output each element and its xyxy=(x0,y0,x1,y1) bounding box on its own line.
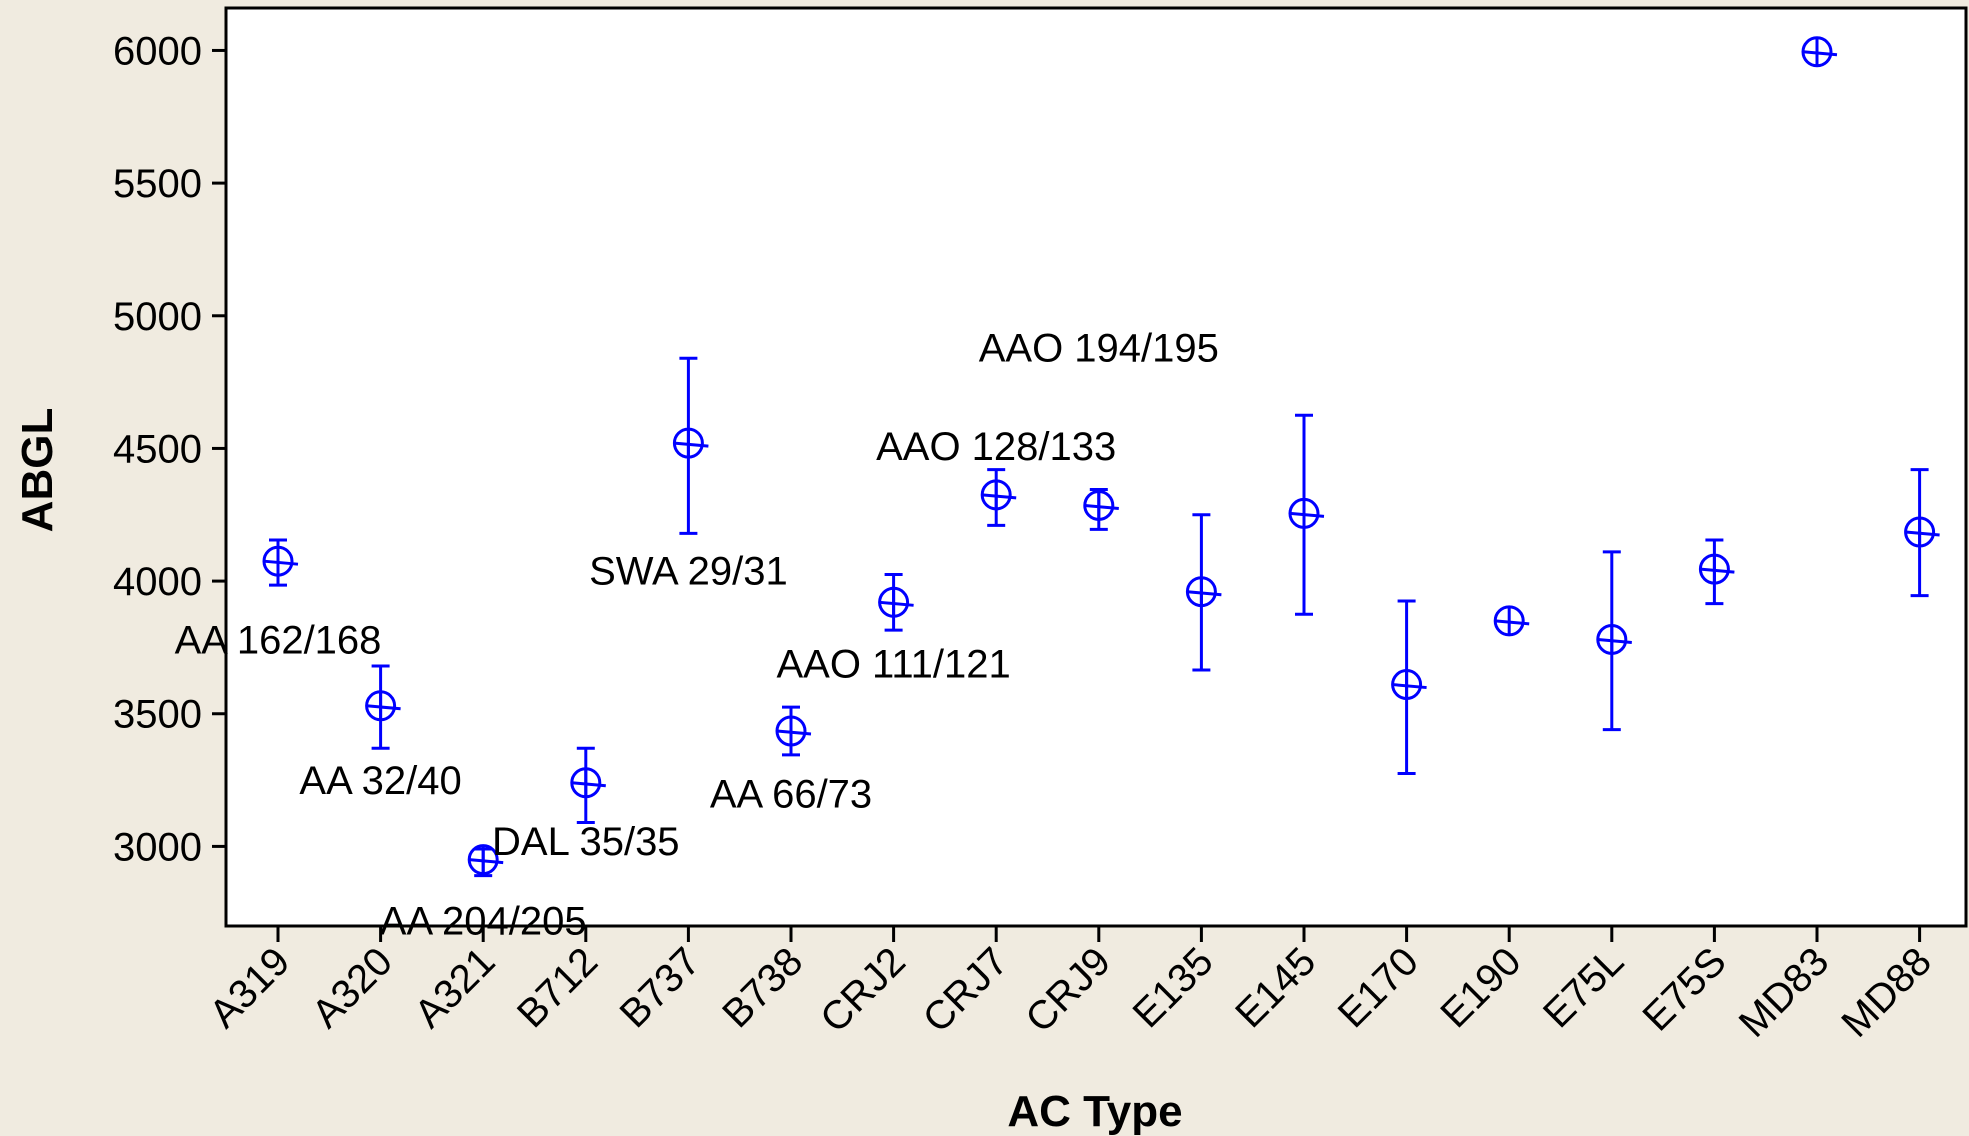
y-tick-label: 5500 xyxy=(113,162,202,206)
x-tick-label: A321 xyxy=(406,939,503,1036)
x-tick-label: E75S xyxy=(1634,939,1734,1039)
x-tick-label: A320 xyxy=(304,939,401,1036)
data-point xyxy=(262,545,299,577)
data-point xyxy=(1083,489,1119,521)
x-tick-label: B737 xyxy=(612,939,709,1036)
y-tick-label: 5000 xyxy=(113,295,202,339)
x-tick-label: MD83 xyxy=(1731,939,1838,1046)
data-point xyxy=(672,427,709,459)
data-point xyxy=(980,479,1017,511)
data-point xyxy=(1493,605,1530,637)
x-tick-label: B712 xyxy=(509,939,606,1036)
data-point xyxy=(1185,576,1222,608)
x-tick-label: E145 xyxy=(1227,939,1324,1036)
y-tick-label: 6000 xyxy=(113,29,202,73)
data-point xyxy=(1801,36,1838,68)
point-annotation: AA 162/168 xyxy=(175,618,382,662)
data-point xyxy=(365,690,401,722)
point-annotation: DAL 35/35 xyxy=(492,820,680,864)
point-annotation: SWA 29/31 xyxy=(589,549,788,593)
x-tick-label: CRJ7 xyxy=(915,939,1017,1041)
x-axis: A319 A320 A321 B712 B737 B738 CRJ2 CRJ7 CRJ9 E135… xyxy=(201,926,1940,1046)
point-annotation: AAO 111/121 xyxy=(776,642,1010,686)
x-tick-label: E135 xyxy=(1125,939,1222,1036)
y-axis: 3000 3500 4000 4500 5000 5500 6000 xyxy=(113,29,226,869)
y-tick-label: 3500 xyxy=(113,693,202,737)
point-annotation: AAO 128/133 xyxy=(876,425,1116,469)
data-point xyxy=(1596,623,1632,655)
x-tick-label: MD88 xyxy=(1833,939,1940,1046)
x-tick-label: B738 xyxy=(714,939,811,1036)
y-axis-title: ABGL xyxy=(13,408,62,533)
point-annotations: AA 162/168 AA 32/40 AA 204/205 DAL 35/35 SWA… xyxy=(175,327,1219,944)
x-axis-title: AC Type xyxy=(1007,1087,1182,1136)
x-tick-label: A319 xyxy=(201,939,298,1036)
point-annotation: AAO 194/195 xyxy=(979,327,1219,371)
data-point xyxy=(1288,497,1325,529)
point-annotation: AA 66/73 xyxy=(710,772,872,816)
point-annotation: AA 204/205 xyxy=(380,900,587,944)
x-tick-label: E190 xyxy=(1432,939,1529,1036)
data-point xyxy=(1391,669,1427,701)
y-tick-label: 4500 xyxy=(113,427,202,471)
data-point xyxy=(775,715,812,747)
x-tick-label: CRJ9 xyxy=(1017,939,1119,1041)
y-tick-label: 3000 xyxy=(113,825,202,869)
data-point xyxy=(1698,553,1735,585)
y-tick-label: 4000 xyxy=(113,560,202,604)
data-point xyxy=(467,844,504,876)
data-point xyxy=(570,767,606,799)
x-tick-label: E170 xyxy=(1330,939,1427,1036)
data-point xyxy=(1904,516,1940,548)
plot-area xyxy=(224,6,1968,928)
data-point xyxy=(878,586,914,618)
x-tick-label: E75L xyxy=(1535,939,1632,1036)
point-annotation: AA 32/40 xyxy=(299,759,461,803)
x-tick-label: CRJ2 xyxy=(812,939,914,1041)
data-points xyxy=(262,36,1940,876)
